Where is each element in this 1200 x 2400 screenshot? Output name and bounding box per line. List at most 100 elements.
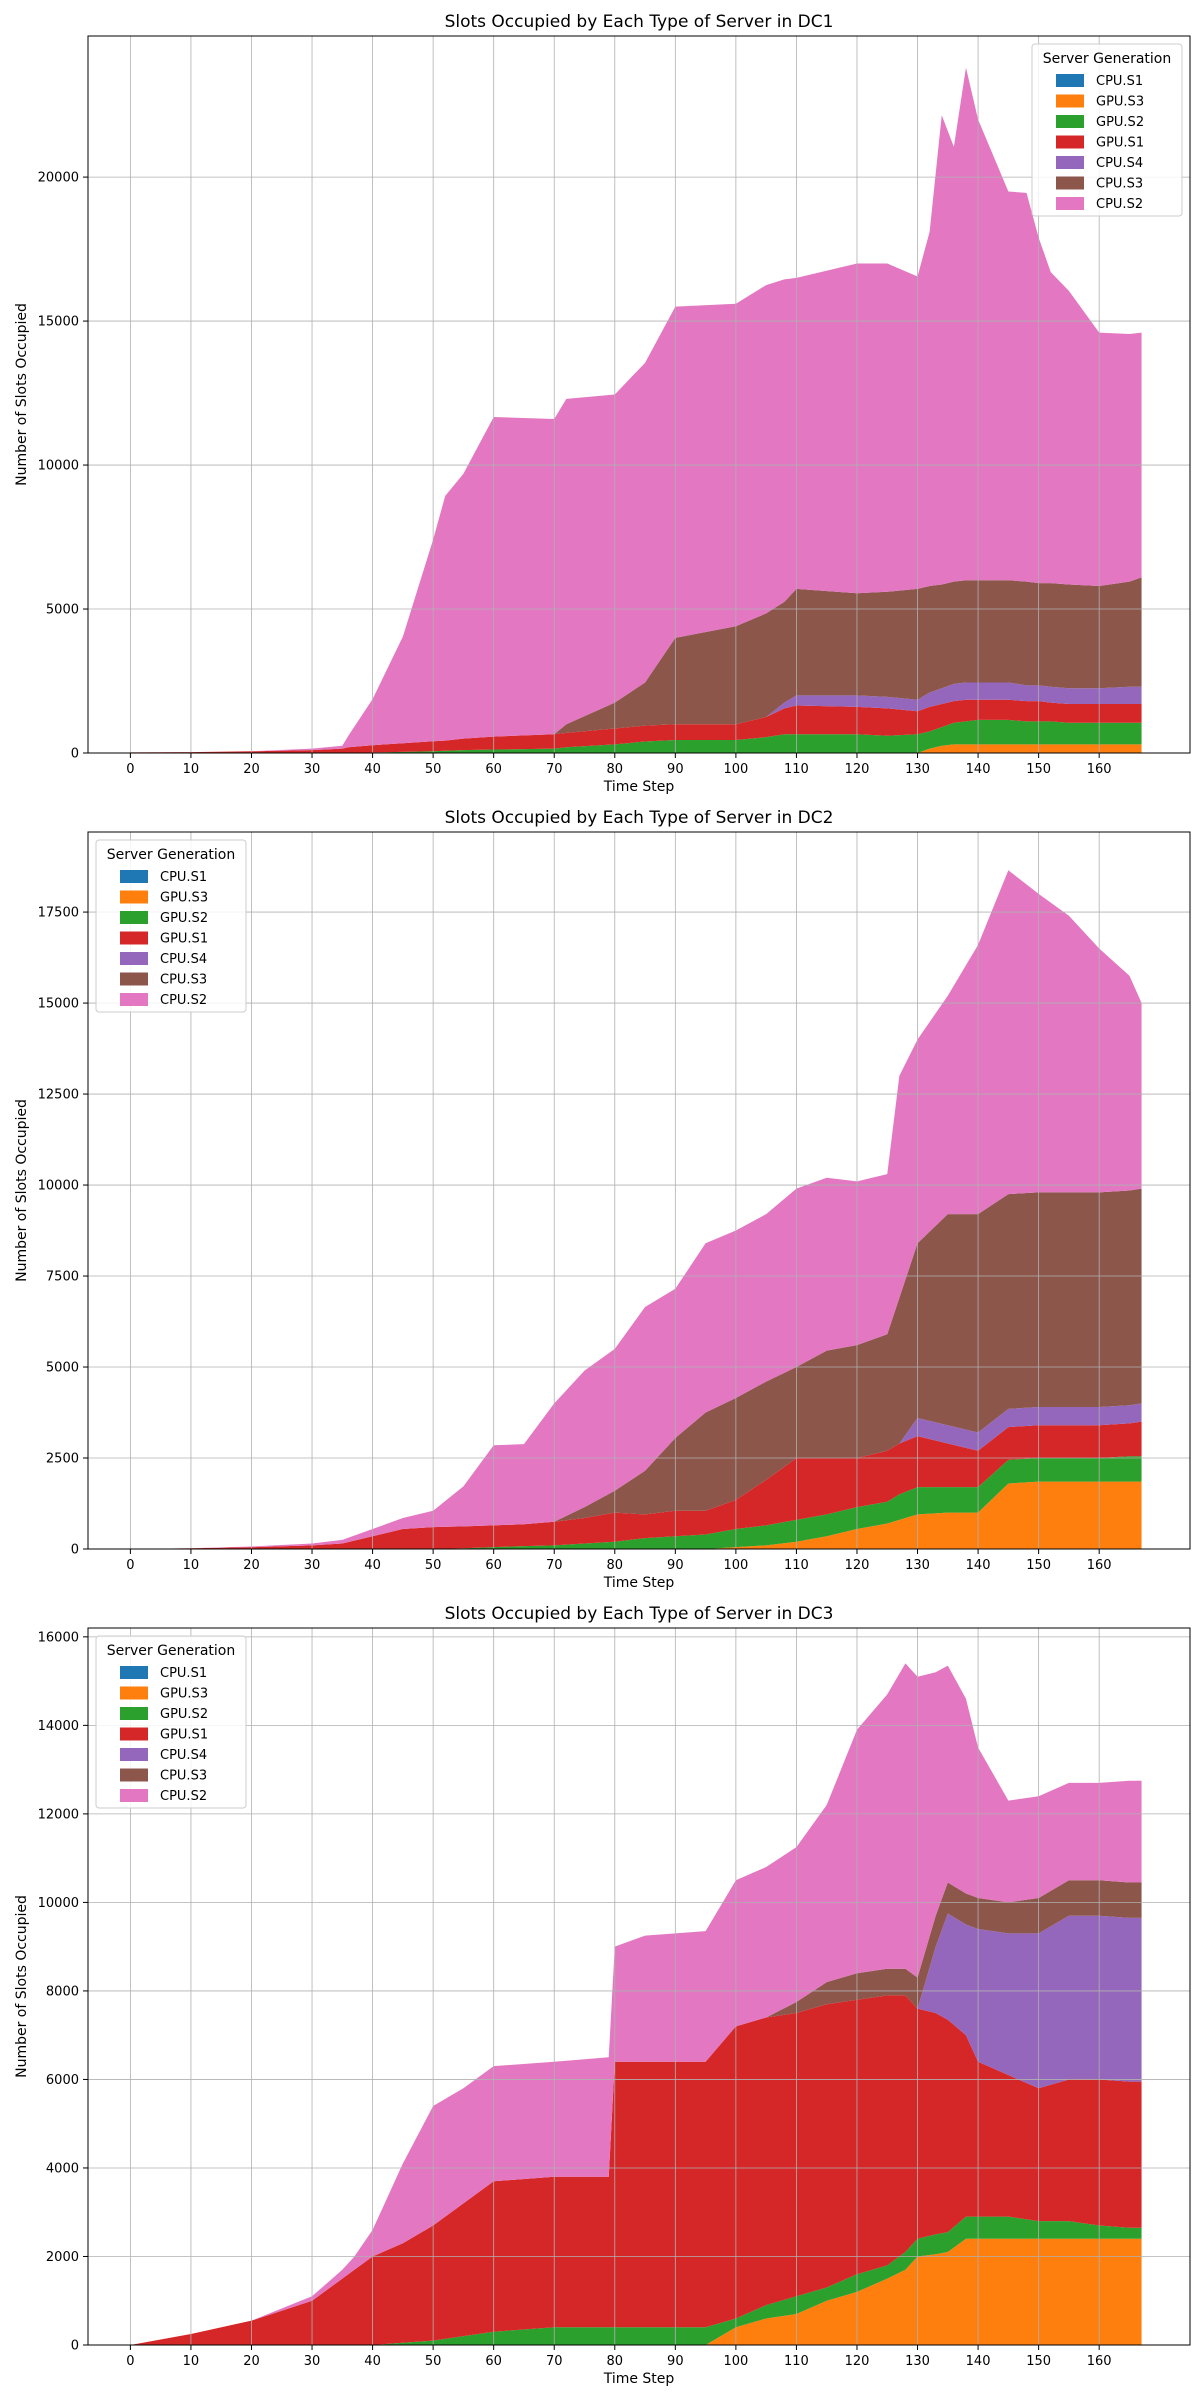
x-tick-label: 0 <box>126 2354 134 2369</box>
legend-swatch <box>120 1748 148 1761</box>
x-tick-label: 20 <box>243 1558 260 1573</box>
legend-swatch <box>120 931 148 945</box>
x-tick-label: 80 <box>607 762 624 777</box>
x-tick-label: 70 <box>546 762 563 777</box>
legend-label: GPU.S3 <box>1096 95 1144 110</box>
legend-label: GPU.S1 <box>1096 136 1144 151</box>
legend-label: CPU.S4 <box>160 952 207 967</box>
x-tick-label: 50 <box>425 1558 442 1573</box>
x-tick-label: 40 <box>364 2354 381 2369</box>
legend-swatch <box>120 1666 148 1679</box>
y-tick-label: 12000 <box>38 1807 79 1822</box>
legend-label: GPU.S2 <box>160 911 208 926</box>
area-layers <box>130 870 1142 1549</box>
area-layers <box>130 1663 1142 2345</box>
y-tick-label: 6000 <box>46 2073 79 2088</box>
y-tick-label: 4000 <box>46 2161 79 2176</box>
legend-label: CPU.S3 <box>1096 177 1143 192</box>
area-gpu-s2 <box>130 1456 1142 1549</box>
x-tick-label: 120 <box>845 762 870 777</box>
legend: Server Generation CPU.S1 GPU.S3 GPU.S2 GPU.S… <box>1031 43 1183 217</box>
chart-title: Slots Occupied by Each Type of Server in… <box>445 1604 834 1624</box>
legend-swatch <box>1056 176 1084 190</box>
legend-swatch <box>120 870 148 883</box>
x-axis-label: Time Step <box>603 2371 675 2387</box>
y-tick-label: 5000 <box>46 1361 79 1376</box>
x-tick-label: 120 <box>845 1558 870 1573</box>
chart-dc2: 0 10 20 30 40 50 60 70 80 90 100 110 120 130 140 150 160… <box>14 808 1191 1591</box>
area-gpu-s3 <box>130 744 1142 753</box>
legend-swatch <box>120 1686 148 1700</box>
y-tick-label: 16000 <box>38 1630 79 1645</box>
x-tick-label: 120 <box>845 2354 870 2369</box>
x-tick-label: 100 <box>723 2354 748 2369</box>
y-tick-label: 15000 <box>38 997 79 1012</box>
y-tick-label: 2000 <box>46 2250 79 2265</box>
x-tick-label: 60 <box>485 1558 502 1573</box>
legend-swatch <box>1056 156 1084 169</box>
x-tick-label: 60 <box>485 2354 502 2369</box>
y-axis-label: Number of Slots Occupied <box>14 1895 30 2078</box>
grid-lines <box>88 36 1190 754</box>
x-tick-label: 0 <box>126 1558 134 1573</box>
legend-label: GPU.S3 <box>160 891 208 906</box>
legend-swatch <box>120 1789 148 1802</box>
legend-label: CPU.S1 <box>160 870 207 885</box>
x-tick-label: 10 <box>183 2354 200 2369</box>
x-tick-label: 150 <box>1026 762 1051 777</box>
legend-swatch <box>120 890 148 904</box>
area-gpu-s1 <box>130 1995 1142 2345</box>
x-tick-label: 150 <box>1026 1558 1051 1573</box>
area-cpu-s2 <box>130 1663 1142 2345</box>
legend: Server Generation CPU.S1 GPU.S3 GPU.S2 GPU.S… <box>95 839 247 1013</box>
x-tick-label: 40 <box>364 762 381 777</box>
area-gpu-s3 <box>130 1481 1142 1549</box>
chart-dc3: 0 10 20 30 40 50 60 70 80 90 100 110 120 130 140 150 160… <box>14 1604 1191 2387</box>
legend-swatch <box>120 911 148 924</box>
y-axis-label: Number of Slots Occupied <box>14 303 30 486</box>
x-tick-label: 110 <box>784 2354 809 2369</box>
y-tick-label: 10000 <box>38 459 79 474</box>
y-tick-label: 10000 <box>38 1896 79 1911</box>
legend-swatch <box>1056 74 1084 87</box>
area-gpu-s1 <box>130 699 1142 753</box>
legend-label: GPU.S2 <box>1096 115 1144 130</box>
legend-label: GPU.S1 <box>160 932 208 947</box>
x-tick-label: 70 <box>546 2354 563 2369</box>
legend-swatch <box>1056 115 1084 128</box>
x-tick-label: 50 <box>425 762 442 777</box>
chart-dc1: 0 10 20 30 40 50 60 70 80 90 100 110 120 130 140 150 160… <box>14 12 1191 795</box>
y-tick-label: 14000 <box>38 1719 79 1734</box>
legend-label: GPU.S2 <box>160 1707 208 1722</box>
plot-frame <box>87 1627 1191 2346</box>
y-tick-label: 15000 <box>38 315 79 330</box>
y-tick-label: 0 <box>71 1543 79 1558</box>
x-axis-label: Time Step <box>603 1575 675 1591</box>
y-tick-label: 0 <box>71 747 79 762</box>
x-tick-label: 110 <box>784 762 809 777</box>
area-cpu-s4 <box>130 1913 1142 2345</box>
legend-swatch <box>1056 94 1084 108</box>
x-tick-label: 160 <box>1087 762 1112 777</box>
legend-label: CPU.S1 <box>160 1666 207 1681</box>
area-cpu-s4 <box>130 1403 1142 1549</box>
legend-label: CPU.S2 <box>160 993 207 1008</box>
area-gpu-s2 <box>130 2216 1142 2345</box>
plot-frame <box>87 35 1191 754</box>
y-tick-label: 20000 <box>38 171 79 186</box>
legend: Server Generation CPU.S1 GPU.S3 GPU.S2 GPU.S… <box>95 1635 247 1809</box>
y-axis-label: Number of Slots Occupied <box>14 1099 30 1282</box>
x-tick-label: 10 <box>183 762 200 777</box>
legend-swatch <box>120 952 148 965</box>
x-tick-label: 90 <box>667 762 684 777</box>
y-tick-label: 10000 <box>38 1179 79 1194</box>
legend-swatch <box>1056 197 1084 210</box>
y-tick-label: 12500 <box>38 1088 79 1103</box>
area-cpu-s2 <box>130 67 1142 753</box>
y-tick-label: 8000 <box>46 1984 79 1999</box>
area-cpu-s3 <box>130 577 1142 753</box>
legend-title: Server Generation <box>1043 51 1171 67</box>
x-tick-label: 100 <box>723 762 748 777</box>
legend-label: GPU.S3 <box>160 1687 208 1702</box>
